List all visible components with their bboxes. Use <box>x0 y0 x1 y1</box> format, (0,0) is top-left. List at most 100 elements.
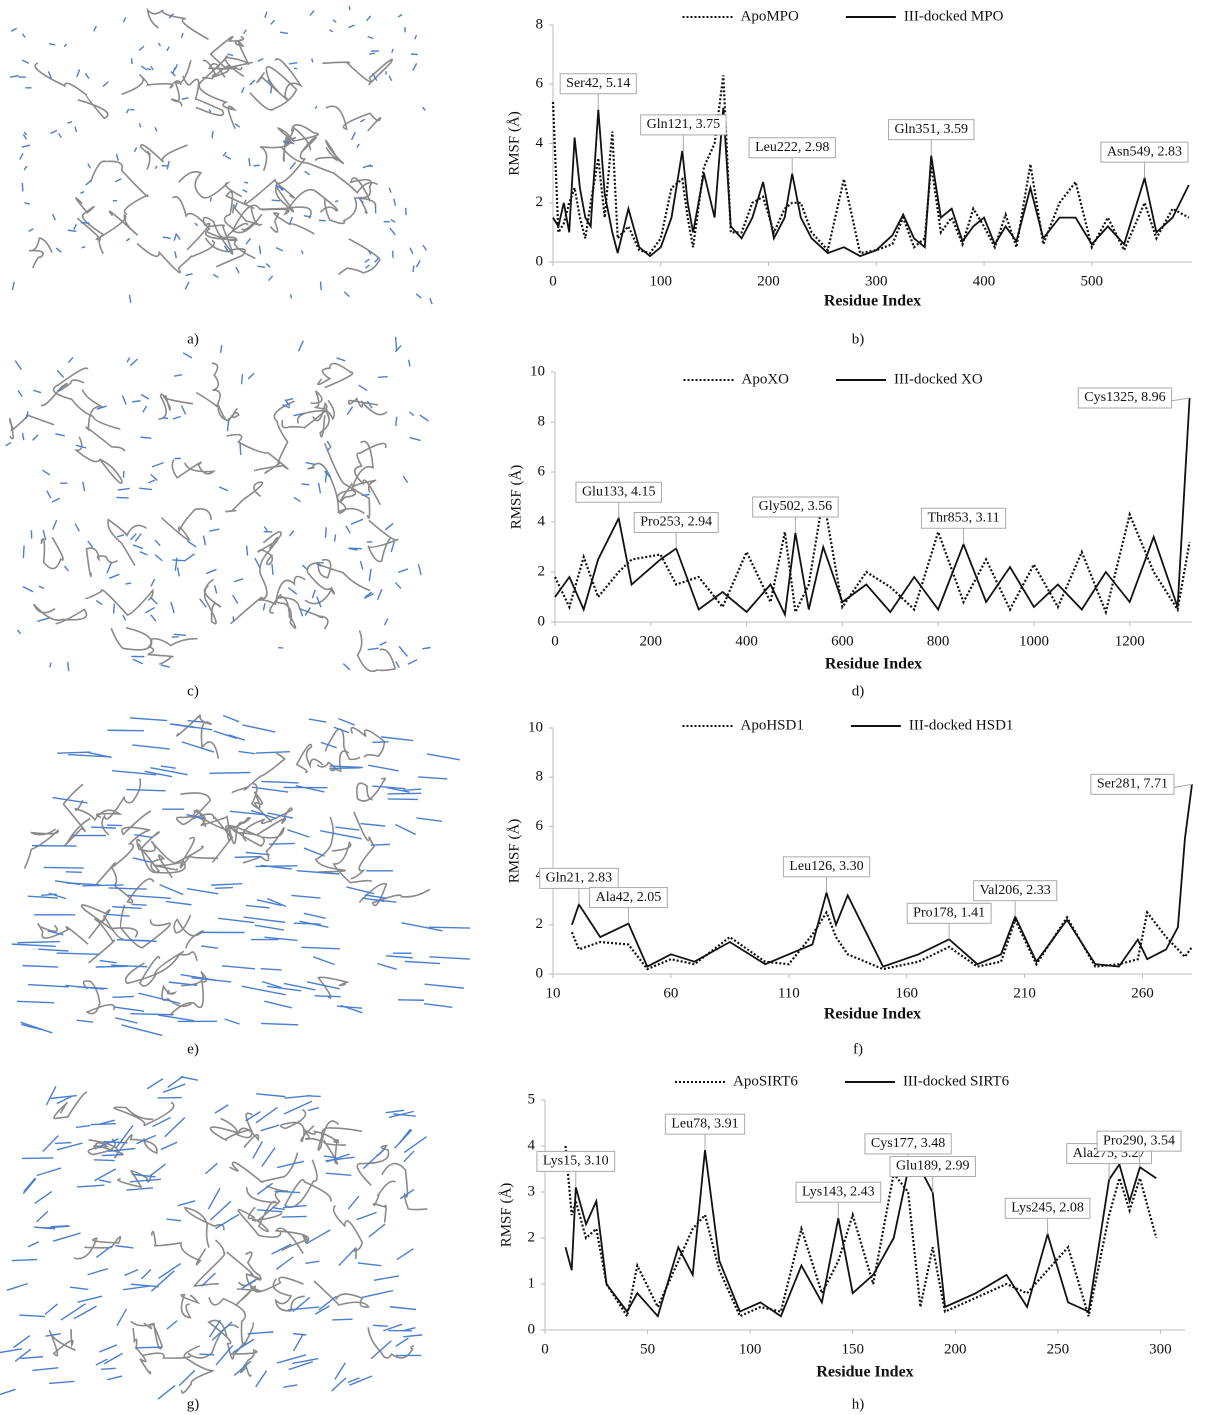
backbone <box>331 840 373 884</box>
vector-arrow <box>215 1213 240 1230</box>
vector-arrow <box>235 266 240 274</box>
vector-arrow <box>67 356 74 364</box>
vector-arrow <box>74 523 80 532</box>
vector-arrow <box>22 545 25 559</box>
annotation-leader <box>1138 1151 1141 1168</box>
vector-arrow <box>276 1354 307 1364</box>
vector-arrow <box>378 375 388 378</box>
x-tick-label: 200 <box>944 1341 967 1357</box>
vector-arrow <box>103 1352 123 1365</box>
vector-arrow <box>261 980 282 989</box>
vector-arrow <box>245 545 249 556</box>
vector-arrow <box>270 19 276 25</box>
vector-arrow <box>324 470 332 479</box>
vector-arrow <box>162 1083 186 1093</box>
annotation-label: Ser281, 7.71 <box>1097 777 1168 792</box>
vector-arrow <box>260 967 282 971</box>
vector-arrow <box>208 109 212 113</box>
panel-label: e) <box>187 1041 199 1057</box>
vector-arrow <box>208 1319 222 1338</box>
vector-arrow <box>349 1375 373 1386</box>
vector-arrow <box>332 19 337 24</box>
vector-arrow <box>19 1314 46 1318</box>
vector-arrow <box>65 984 104 990</box>
vector-arrow <box>183 553 195 562</box>
vector-arrow <box>247 372 255 380</box>
annotation-label: Glu133, 4.15 <box>582 484 656 499</box>
backbone <box>136 831 161 873</box>
backbone <box>356 630 397 673</box>
vector-arrow <box>160 664 170 668</box>
backbone <box>171 459 217 479</box>
backbone <box>349 177 372 214</box>
backbone <box>314 139 345 165</box>
vector-arrow <box>245 904 270 909</box>
x-tick-label: 300 <box>1149 1341 1172 1357</box>
vector-arrow <box>9 74 19 78</box>
vector-arrow <box>180 1076 198 1081</box>
vector-arrow <box>150 614 157 622</box>
vector-arrow <box>14 1348 32 1362</box>
vector-arrow <box>241 1278 256 1290</box>
vector-arrow <box>287 1306 320 1311</box>
vector-arrow <box>361 493 370 497</box>
backbone <box>274 182 295 213</box>
vector-arrow <box>160 1141 178 1151</box>
annotation-box <box>795 1181 882 1203</box>
vector-arrow <box>166 46 170 52</box>
series-line <box>564 1149 1157 1319</box>
vector-arrow <box>154 554 163 562</box>
structure-image <box>9 5 433 305</box>
vector-arrow <box>224 1018 240 1025</box>
vector-arrow <box>403 1334 423 1338</box>
vector-arrow <box>429 297 433 305</box>
vector-arrow <box>106 913 130 917</box>
backbone <box>121 73 182 96</box>
x-tick-label: 50 <box>640 1341 655 1357</box>
vector-arrow <box>388 187 392 193</box>
x-tick-label: 400 <box>973 273 996 289</box>
vector-arrow <box>409 436 421 442</box>
series-line <box>570 909 1193 971</box>
vector-arrow <box>116 1308 128 1327</box>
vector-arrow <box>249 79 256 86</box>
vector-arrow <box>0 1348 23 1354</box>
backbone <box>242 826 285 864</box>
vector-arrow <box>172 415 181 420</box>
vector-arrow <box>102 81 109 87</box>
vector-arrow <box>368 764 399 772</box>
vector-arrow <box>50 1094 77 1100</box>
panel-label: c) <box>187 683 199 699</box>
backbone <box>317 362 354 389</box>
annotation-box <box>973 880 1058 902</box>
vector-arrow <box>265 263 271 268</box>
vector-arrow <box>370 843 391 846</box>
backbone <box>110 810 152 869</box>
backbone <box>281 408 328 430</box>
vector-arrow <box>132 857 152 863</box>
vector-arrow <box>264 1000 292 1009</box>
vector-arrow <box>33 389 42 394</box>
vector-arrow <box>57 751 91 754</box>
backbone <box>125 626 174 665</box>
vector-arrow <box>359 198 364 204</box>
backbone <box>264 400 295 474</box>
backbone <box>229 1152 299 1183</box>
vector-arrow <box>267 79 273 85</box>
vector-arrow <box>90 826 116 829</box>
vector-arrow <box>22 134 28 140</box>
structure-image <box>0 1075 428 1400</box>
vector-arrow <box>314 995 341 998</box>
vector-arrow <box>335 826 360 831</box>
annotation-label: Gln21, 2.83 <box>546 871 613 886</box>
vector-arrow <box>65 871 82 874</box>
backbone <box>191 809 256 836</box>
vector-arrow <box>274 1190 301 1194</box>
vector-arrow <box>140 1269 152 1280</box>
vector-arrow <box>305 461 316 466</box>
vector-arrow <box>28 983 69 988</box>
vector-arrow <box>131 400 141 403</box>
vector-arrow <box>182 352 193 359</box>
annotation-box <box>1100 141 1189 163</box>
